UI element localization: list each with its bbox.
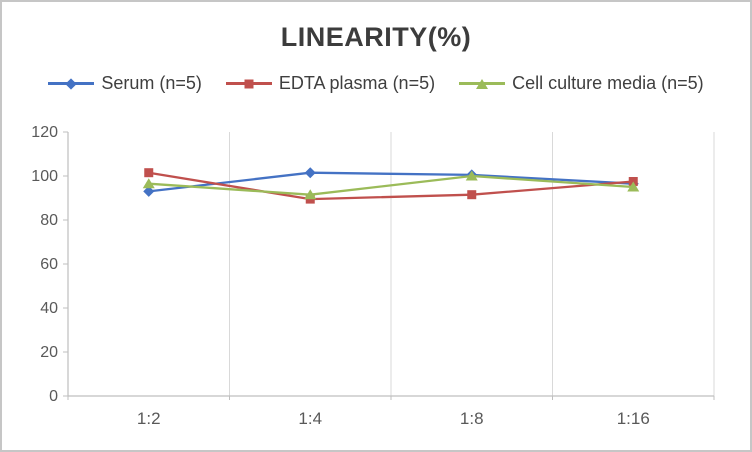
y-tick-label: 40 xyxy=(40,300,58,317)
legend-item-edta-plasma[interactable]: EDTA plasma (n=5) xyxy=(225,73,436,94)
legend-label-cell-culture-media: Cell culture media (n=5) xyxy=(512,73,704,93)
diamond-marker-icon xyxy=(143,185,155,197)
x-tick-label: 1:16 xyxy=(617,409,650,428)
edta-plasma-line-marker-icon xyxy=(225,77,272,91)
chart-title: LINEARITY(%) xyxy=(280,22,472,52)
x-tick-label: 1:4 xyxy=(298,409,322,428)
y-tick-label: 100 xyxy=(31,168,58,185)
x-tick-label: 1:8 xyxy=(460,409,484,428)
y-tick-label: 80 xyxy=(40,212,58,229)
legend-label-serum: Serum (n=5) xyxy=(101,73,202,93)
triangle-marker-icon xyxy=(627,181,640,192)
y-tick-label: 20 xyxy=(40,344,58,361)
x-tick-label: 1:2 xyxy=(137,409,161,428)
cell-culture-media-line-marker-icon xyxy=(459,77,506,91)
diamond-marker-icon xyxy=(304,167,316,179)
plot-area: 0 20 40 60 80 100 120 1:2 1:4 1:8 1:16 xyxy=(31,124,715,428)
legend-item-cell-culture-media[interactable]: Cell culture media (n=5) xyxy=(459,73,704,94)
y-tick-label: 120 xyxy=(31,124,58,141)
series-line-triangle xyxy=(148,174,634,196)
legend-item-serum[interactable]: Serum (n=5) xyxy=(48,73,202,94)
series-line-square xyxy=(148,171,634,201)
y-tick-label: 60 xyxy=(40,256,58,273)
triangle-marker-icon xyxy=(465,170,478,181)
chart-legend: Serum (n=5) EDTA plasma (n=5) Cell cultu… xyxy=(2,73,750,94)
triangle-marker-icon xyxy=(304,189,317,200)
legend-label-edta-plasma: EDTA plasma (n=5) xyxy=(278,73,436,93)
triangle-marker-icon xyxy=(142,178,155,189)
series-line-diamond xyxy=(148,171,634,193)
square-marker-icon xyxy=(467,190,477,200)
y-tick-label: 0 xyxy=(49,388,58,405)
square-marker-icon xyxy=(144,168,154,178)
serum-line-marker-icon xyxy=(48,77,95,91)
